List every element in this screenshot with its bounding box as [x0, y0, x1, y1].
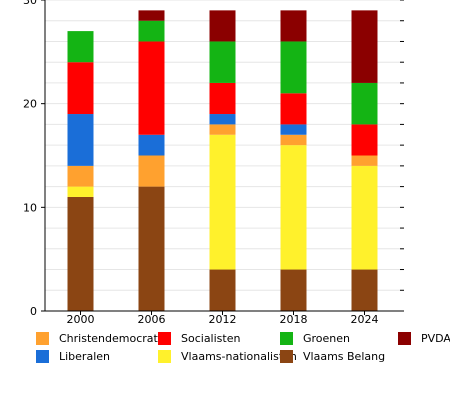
legend-label: Liberalen — [59, 349, 110, 363]
stacked-bar-chart: 0 10 20 30 2000 2006 2012 2018 2024 — [23, 0, 404, 326]
legend-swatch — [280, 349, 293, 363]
bar-segment-vlaams-nationalisten-2012 — [209, 134, 236, 270]
bar-segment-vlaams-belang-2006 — [138, 186, 165, 311]
legend-label: PVDA — [421, 331, 450, 345]
bar-segment-vlaams-nationalisten-2024 — [351, 165, 378, 270]
bar-segment-groenen-2006 — [138, 20, 165, 42]
x-tick-label: 2012 — [209, 313, 237, 326]
legend-item: Vlaams-nationalisten — [158, 348, 297, 364]
x-tick-label: 2006 — [138, 313, 166, 326]
legend-swatch — [280, 331, 293, 345]
legend-label: Vlaams-nationalisten — [181, 349, 297, 363]
bar-segment-christendemocraten-2024 — [351, 155, 378, 166]
bar-segment-vlaams-belang-2024 — [351, 269, 378, 311]
bar-segment-liberalen-2012 — [209, 114, 236, 125]
legend-swatch — [158, 349, 171, 363]
bar-segment-groenen-2024 — [351, 82, 378, 125]
bar-segment-groenen-2018 — [280, 41, 307, 94]
axes — [41, 0, 404, 315]
x-tick-label: 2018 — [280, 313, 308, 326]
legend: Christendemocraten Socialisten Groenen PVDA… — [36, 330, 450, 370]
bar-segment-vlaams-nationalisten-2018 — [280, 145, 307, 270]
legend-swatch — [158, 331, 171, 345]
legend-swatch — [398, 331, 411, 345]
legend-label: Socialisten — [181, 331, 241, 345]
bar-segment-vlaams-belang-2018 — [280, 269, 307, 311]
bars — [67, 10, 378, 311]
bar-segment-pvda-2018 — [280, 10, 307, 42]
bar-segment-vlaams-belang-2012 — [209, 269, 236, 311]
bar-segment-groenen-2000 — [67, 31, 94, 63]
tick-labels: 0 10 20 30 2000 2006 2012 2018 2024 — [23, 0, 379, 326]
bar-segment-vlaams-belang-2000 — [67, 196, 94, 311]
y-tick-label: 0 — [30, 305, 37, 318]
bar-segment-socialisten-2018 — [280, 93, 307, 125]
bar-segment-liberalen-2018 — [280, 124, 307, 135]
bar-segment-christendemocraten-2018 — [280, 134, 307, 146]
legend-swatch — [36, 331, 49, 345]
bar-segment-pvda-2006 — [138, 10, 165, 21]
bar-segment-pvda-2012 — [209, 10, 236, 42]
y-tick-label: 10 — [23, 201, 37, 214]
bar-segment-vlaams-nationalisten-2000 — [67, 186, 94, 197]
bar-segment-groenen-2012 — [209, 41, 236, 83]
bar-segment-socialisten-2012 — [209, 82, 236, 115]
legend-item: Liberalen — [36, 348, 110, 364]
legend-label: Christendemocraten — [59, 331, 172, 345]
legend-item: Socialisten — [158, 330, 240, 346]
legend-item: PVDA — [398, 330, 450, 346]
bar-segment-christendemocraten-2006 — [138, 155, 165, 187]
bar-segment-liberalen-2006 — [138, 134, 165, 156]
x-tick-label: 2024 — [351, 313, 379, 326]
legend-swatch — [36, 349, 49, 363]
legend-label: Vlaams Belang — [303, 349, 386, 363]
y-tick-label: 30 — [23, 0, 37, 7]
legend-label: Groenen — [303, 331, 351, 345]
bar-segment-socialisten-2006 — [138, 41, 165, 135]
legend-item: Christendemocraten — [36, 330, 172, 346]
bar-segment-pvda-2024 — [351, 10, 378, 83]
bar-segment-liberalen-2000 — [67, 114, 94, 166]
legend-item: Groenen — [280, 330, 350, 346]
bar-segment-christendemocraten-2012 — [209, 124, 236, 135]
legend-item: Vlaams Belang — [280, 348, 385, 364]
y-tick-label: 20 — [23, 98, 37, 111]
bar-segment-socialisten-2024 — [351, 124, 378, 156]
bar-segment-christendemocraten-2000 — [67, 165, 94, 187]
x-tick-label: 2000 — [67, 313, 95, 326]
bar-segment-socialisten-2000 — [67, 62, 94, 115]
